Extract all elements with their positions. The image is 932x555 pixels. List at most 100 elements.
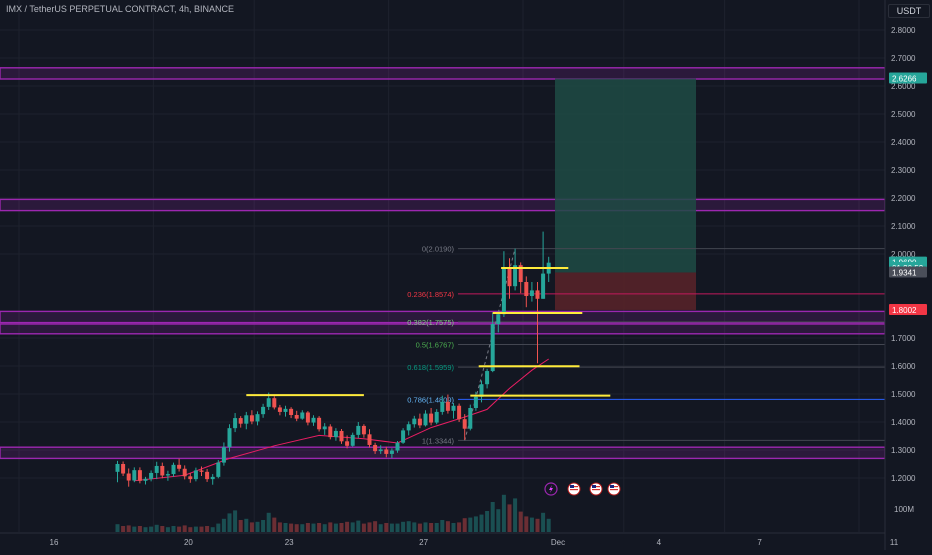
- candle: [143, 476, 148, 485]
- volume-bar: [546, 518, 551, 532]
- volume-bar: [177, 526, 182, 532]
- volume-bar: [249, 522, 254, 532]
- candle: [160, 462, 165, 479]
- candle: [193, 467, 198, 482]
- candle: [221, 442, 226, 466]
- candle-body: [513, 265, 518, 287]
- candle-body: [311, 417, 316, 423]
- us-flag-icon[interactable]: [567, 482, 581, 496]
- stripe: [570, 489, 578, 491]
- price-axis[interactable]: 2.8000 2.7000 2.6000 2.5000 2.4000 2.3000 2.20…: [884, 0, 932, 550]
- price-tick-label: 2.8000: [891, 26, 916, 35]
- price-tick-label: 2.2000: [891, 194, 916, 203]
- volume-bar: [356, 520, 361, 532]
- candle: [322, 423, 327, 435]
- volume-bar: [188, 527, 193, 532]
- volume-bar: [266, 512, 271, 532]
- long-position-tool[interactable]: [555, 78, 696, 310]
- time-tick-label: 20: [184, 538, 193, 547]
- volume-bar: [490, 502, 495, 532]
- price-tick-label: 2.4000: [891, 138, 916, 147]
- candle: [389, 448, 394, 459]
- candle: [546, 256, 551, 282]
- candle: [149, 470, 154, 482]
- fib-retracement[interactable]: 0(2.0190) 0.236(1.8574) 0.382(1.7575) 0.5(1…: [407, 245, 885, 446]
- resistance-zone: [0, 67, 886, 80]
- volume-bar: [227, 513, 232, 532]
- volume-bar: [457, 522, 462, 532]
- candle: [121, 461, 126, 477]
- time-tick-label: Dec: [551, 538, 565, 547]
- volume-bar: [165, 527, 170, 532]
- time-tick-label: 16: [50, 538, 59, 547]
- resistance-lines[interactable]: [246, 267, 611, 397]
- candle-body: [300, 412, 305, 419]
- price-tick-label: 1.6000: [891, 362, 916, 371]
- volume-bar: [193, 526, 198, 532]
- candle: [384, 446, 389, 458]
- candle-body: [485, 371, 490, 385]
- us-flag-icon[interactable]: [607, 482, 621, 496]
- target-area: [555, 78, 696, 273]
- price-tick-label: 2.1000: [891, 222, 916, 231]
- currency-label[interactable]: USDT: [888, 4, 930, 18]
- grid-lines: [0, 0, 885, 532]
- canton: [592, 485, 596, 488]
- candle-body: [518, 265, 523, 282]
- volume-bar: [255, 521, 260, 532]
- volume-bar: [507, 504, 512, 532]
- price-label-box: [889, 72, 927, 84]
- volume-bar: [182, 525, 187, 532]
- candle-body: [294, 415, 299, 419]
- candle: [261, 403, 266, 418]
- candle-body: [149, 472, 154, 479]
- candle-body: [171, 464, 176, 475]
- symbol-title: IMX / TetherUS PERPETUAL CONTRACT, 4h, B…: [6, 4, 235, 14]
- volume-bar: [132, 526, 137, 532]
- candle-body: [216, 462, 221, 477]
- candle-body: [266, 398, 271, 407]
- volume-bar: [384, 523, 389, 532]
- candle: [188, 472, 193, 483]
- candle-body: [188, 476, 193, 480]
- volume-bar: [367, 522, 372, 532]
- candle-body: [132, 470, 137, 481]
- candle-body: [221, 447, 226, 463]
- us-flag-icon[interactable]: [589, 482, 603, 496]
- volume-bar: [233, 510, 238, 532]
- candle: [199, 466, 204, 477]
- volume-bar: [149, 526, 154, 532]
- event-icons[interactable]: [544, 482, 621, 496]
- price-label-text: 1.9341: [892, 268, 917, 277]
- candle-body: [445, 401, 450, 411]
- candle-body: [233, 418, 238, 429]
- volume-bar: [277, 522, 282, 532]
- volume-bar: [417, 523, 422, 532]
- candle: [485, 368, 490, 389]
- candle-body: [339, 430, 344, 442]
- time-axis[interactable]: 16202327Dec47111418212528: [0, 532, 932, 547]
- volume-bar: [378, 524, 383, 532]
- time-tick-label: 7: [757, 538, 762, 547]
- candle-body: [227, 428, 232, 448]
- volume-bar: [160, 526, 165, 532]
- volume-bar: [373, 521, 378, 532]
- volume-bar: [300, 524, 305, 532]
- volume-bar: [244, 518, 249, 532]
- candle: [126, 468, 131, 487]
- candle-body: [244, 415, 249, 424]
- candle-body: [160, 465, 165, 476]
- candle-body: [255, 414, 260, 422]
- candle-body: [529, 290, 534, 296]
- candle: [289, 407, 294, 419]
- candle-body: [501, 268, 506, 315]
- candle-body: [115, 464, 120, 472]
- candle: [283, 405, 288, 417]
- lightning-icon[interactable]: [544, 482, 558, 496]
- volume-bar: [154, 524, 159, 532]
- candle: [277, 404, 282, 416]
- volume-bars: [115, 494, 551, 532]
- volume-bar: [272, 517, 277, 532]
